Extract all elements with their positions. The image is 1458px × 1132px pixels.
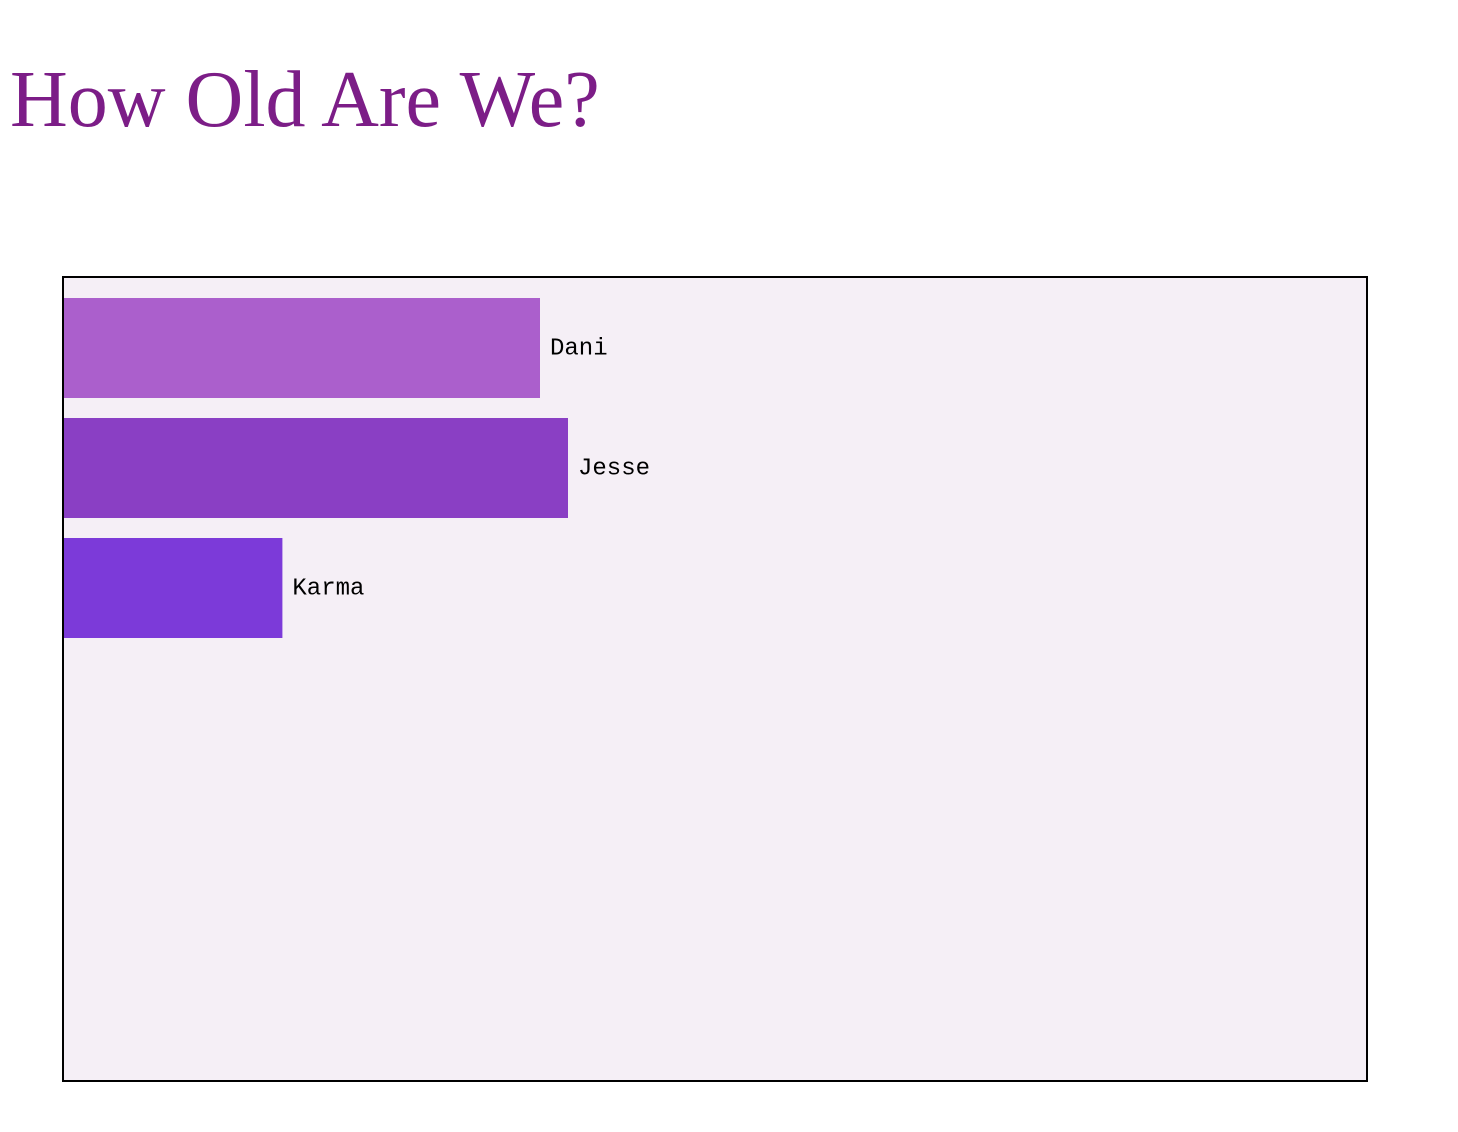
chart-frame: Dani Jesse Karma: [62, 276, 1368, 1082]
bar-dani: [64, 298, 540, 398]
bar-label-jesse: Jesse: [578, 455, 650, 482]
bar-label-dani: Dani: [550, 335, 608, 362]
bar-chart: Dani Jesse Karma: [64, 298, 650, 638]
bar-karma: [64, 538, 283, 638]
bar-jesse: [64, 418, 568, 518]
bar-label-karma: Karma: [292, 575, 364, 602]
page-title: How Old Are We?: [10, 56, 600, 144]
